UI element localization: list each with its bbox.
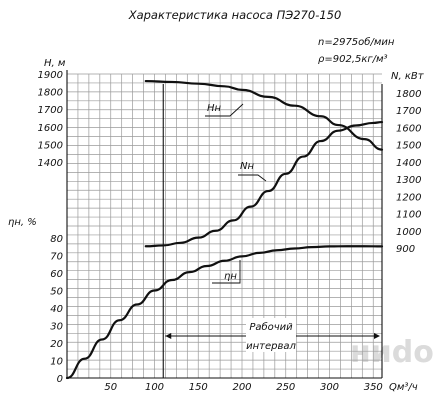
arrowhead-left (165, 333, 172, 339)
eta-tick-label: 80 (50, 234, 63, 245)
n-tick-label: 1200 (396, 192, 421, 203)
h-tick-label: 1900 (38, 70, 63, 81)
n-tick-label: 1400 (396, 158, 421, 169)
x-tick-label: 350 (364, 382, 383, 393)
curve-ηн (65, 245, 384, 380)
eta-tick-label: 30 (50, 322, 63, 333)
x-tick-label: 150 (189, 382, 208, 393)
working-interval-box (246, 318, 296, 352)
n-tick-label: 1100 (396, 210, 421, 221)
n-tick-label: 1000 (396, 227, 421, 238)
working-interval-label-2: интервал (246, 341, 296, 352)
h-tick-label: 1700 (38, 105, 63, 116)
axes (66, 70, 383, 379)
y-axis-label-power: N, кВт (391, 71, 425, 82)
series-label-n: Nн (240, 161, 254, 172)
leader-n (238, 174, 267, 182)
eta-tick-label: 70 (50, 252, 63, 263)
h-tick-label: 1800 (38, 88, 63, 99)
h-tick-label: 1400 (38, 158, 63, 169)
eta-tick-label: 20 (50, 339, 63, 350)
series-label-h: Hн (207, 103, 222, 114)
chart-title: Характеристика насоса ПЭ270-150 (128, 8, 342, 22)
n-tick-label: 900 (396, 244, 415, 255)
n-tick-label: 1800 (396, 89, 421, 100)
series-label-eta: ηн (224, 271, 237, 282)
x-tick-label: 50 (104, 382, 117, 393)
y-axis-label-head: H, м (44, 58, 66, 69)
x-tick-label: 300 (320, 382, 339, 393)
eta-tick-label: 50 (50, 287, 63, 298)
speed-label: n=2975об/мин (318, 36, 395, 48)
x-tick-label: 200 (232, 382, 251, 393)
leader-eta (212, 260, 241, 284)
y-axis-label-eta: ηн, % (8, 217, 37, 228)
arrowhead-right (374, 333, 380, 339)
eta-tick-label: 60 (50, 269, 63, 280)
eta-tick-label: 10 (50, 357, 63, 368)
watermark: ниdo (350, 335, 434, 370)
h-tick-label: 1600 (38, 123, 63, 134)
eta-tick-label: 40 (50, 304, 63, 315)
density-label: ρ=902,5кг/м³ (318, 54, 388, 65)
n-tick-label: 1600 (396, 123, 421, 134)
leader-h (205, 103, 244, 117)
curve-Nн (144, 120, 384, 248)
annotations: Hн Nн ηн Рабочий интервал (165, 103, 380, 352)
working-interval-label-1: Рабочий (249, 321, 293, 333)
eta-tick-label: 0 (57, 374, 63, 385)
x-tick-label: 250 (276, 382, 295, 393)
tick-labels: 50 100 150 200 250 300 35019001800170016001500… (38, 70, 422, 393)
n-tick-label: 1700 (396, 106, 421, 117)
n-tick-label: 1500 (396, 141, 421, 152)
x-axis-label: Qм³/ч (389, 382, 418, 393)
curves (65, 79, 384, 380)
h-tick-label: 1500 (38, 140, 63, 151)
x-tick-label: 100 (145, 382, 164, 393)
n-tick-label: 1300 (396, 175, 421, 186)
